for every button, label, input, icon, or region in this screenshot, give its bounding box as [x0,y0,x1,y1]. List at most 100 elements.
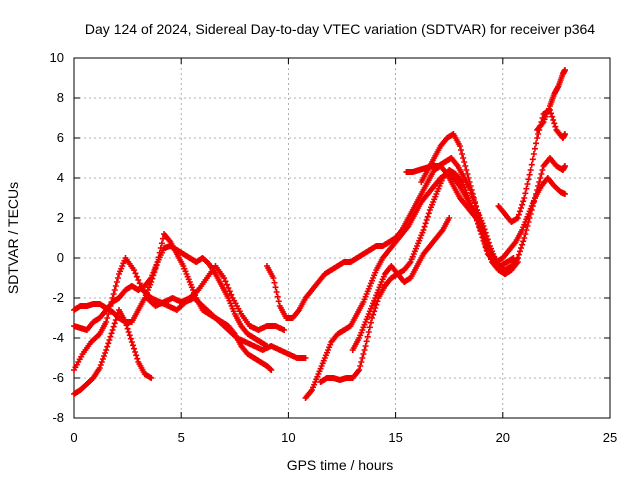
data-point [302,355,309,361]
data-point [157,245,164,251]
data-point [464,171,471,177]
data-point [533,191,540,197]
data-point [446,215,453,221]
series-6 [302,171,521,401]
data-point [530,199,537,205]
series-5 [263,163,521,321]
data-point [536,179,543,185]
data-point [133,273,140,280]
data-point [519,241,526,248]
y-tick-label: -6 [52,370,64,385]
data-point [529,156,536,163]
data-point [281,327,288,333]
data-point [104,315,111,321]
data-point [102,350,109,356]
data-points [71,67,568,401]
data-point [113,279,120,285]
data-point [534,135,541,141]
series-10 [418,131,568,277]
data-point [527,211,534,217]
x-tick-label: 20 [496,430,510,445]
data-point [225,285,232,291]
data-point [457,147,464,153]
data-point [561,163,568,169]
data-point [463,167,470,173]
data-point [126,332,133,339]
data-point [462,163,469,169]
data-point [373,301,380,308]
plot-frame [73,57,611,419]
data-point [127,335,134,342]
data-point [473,203,479,209]
data-point [480,228,487,235]
data-point [367,319,374,326]
data-point [107,333,114,340]
y-tick-label: 10 [50,50,64,65]
data-point [425,210,432,217]
data-point [103,319,110,325]
data-point [223,281,230,288]
data-point [131,267,138,273]
data-point [471,199,478,205]
data-point [132,270,139,277]
series-8 [349,215,453,353]
data-point [129,342,136,349]
data-point [535,183,542,189]
data-point [561,191,568,197]
data-point [528,161,535,168]
grid [74,58,610,418]
data-point [228,291,235,298]
data-point [153,262,160,269]
data-point [155,254,162,261]
data-point [272,284,279,291]
data-point [525,219,532,225]
data-point [110,291,117,297]
data-point [222,278,229,285]
data-point [533,140,540,147]
data-point [106,337,113,343]
data-point [128,339,135,345]
data-point [456,143,463,149]
data-point [154,259,161,265]
y-tick-label: 2 [57,210,64,225]
data-point [521,235,528,241]
data-point [518,205,525,211]
data-point [467,183,474,189]
data-point [529,203,536,209]
data-point [476,215,483,221]
data-point [221,275,228,281]
data-point [465,175,472,181]
data-point [474,207,481,213]
data-point [526,171,533,178]
data-point [561,131,568,137]
data-point [114,275,121,281]
data-point [124,325,131,332]
data-point [520,238,527,245]
data-point [149,275,156,282]
x-tick-label: 15 [388,430,402,445]
data-point [528,207,535,213]
data-point [525,176,532,183]
data-point [99,356,106,362]
data-point [552,123,559,130]
data-point [226,288,233,295]
x-tick-label: 0 [70,430,77,445]
data-point [98,359,105,365]
data-point [356,367,363,373]
data-point [361,347,368,353]
data-point [516,208,523,215]
data-point [273,289,280,295]
data-point [421,223,428,230]
data-point [365,329,372,335]
data-point [136,280,143,287]
data-point [514,255,521,261]
data-point [366,324,373,331]
data-point [109,327,116,333]
data-point [479,225,486,231]
data-point [551,120,558,127]
x-axis-title: GPS time / hours [287,457,394,473]
data-point [112,283,119,289]
data-point [131,345,138,352]
data-point [531,195,538,201]
